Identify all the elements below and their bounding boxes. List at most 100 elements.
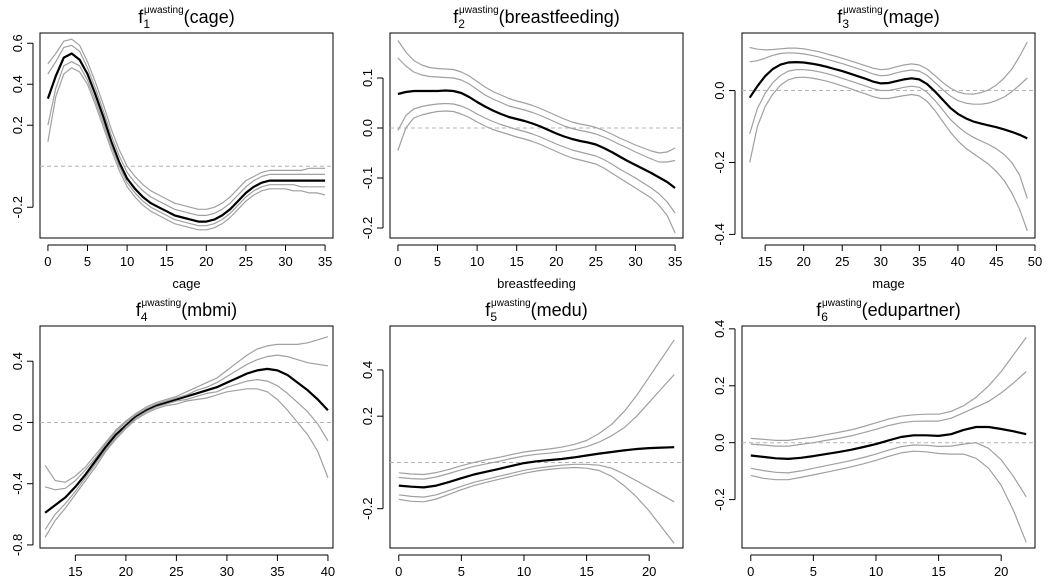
estimate-line xyxy=(398,446,675,489)
y-tick-label: 0.4 xyxy=(360,361,375,379)
y-tick-label: 0.4 xyxy=(712,320,727,338)
x-tick-label: 30 xyxy=(874,254,888,269)
x-tick-label: 40 xyxy=(951,254,965,269)
title-superscript: μwasting xyxy=(144,5,184,16)
y-tick-label: -0.2 xyxy=(360,497,375,519)
x-tick-label: 15 xyxy=(509,254,523,269)
estimate-line xyxy=(397,89,676,189)
title-superscript: μwasting xyxy=(491,298,531,309)
plot-frame xyxy=(389,32,684,239)
panel-title: f5μwasting(medu) xyxy=(485,298,587,324)
panel-3: 15 20 25 30 35 40 45 50 -0.4 -0.2 0.0 mage f3μwastin… xyxy=(712,5,1042,291)
credible-band-line-4 xyxy=(749,41,1028,95)
credible-band-line-2 xyxy=(398,463,675,503)
estimate-line xyxy=(750,425,1027,460)
x-tick-label: 30 xyxy=(628,254,642,269)
panel-title: f1μwasting(cage) xyxy=(138,5,234,31)
y-tick-label: 0.0 xyxy=(10,413,25,431)
x-tick-label: 10 xyxy=(120,254,134,269)
credible-band-line-3 xyxy=(397,57,676,163)
credible-band-line-3 xyxy=(749,52,1028,105)
y-tick-label: 0.0 xyxy=(712,434,727,452)
x-tick-label: 30 xyxy=(220,564,234,579)
y-tick-label: 0.2 xyxy=(360,407,375,425)
x-tick-label: 30 xyxy=(278,254,292,269)
title-subscript: 3 xyxy=(842,17,849,31)
x-tick-label: 0 xyxy=(44,254,51,269)
x-tick-label: 40 xyxy=(321,564,335,579)
estimate-line xyxy=(46,52,326,223)
x-tick-label: 10 xyxy=(517,564,531,579)
panel-2: 0 5 10 15 20 25 30 35 -0.2 -0.1 0.0 0.1 breastfeedin… xyxy=(360,5,684,291)
title-function-symbol: f xyxy=(837,7,843,27)
x-tick-label: 20 xyxy=(994,564,1008,579)
credible-band-line-4 xyxy=(750,337,1027,441)
title-function-symbol: f xyxy=(453,7,459,27)
y-tick-label: -0.4 xyxy=(10,472,25,494)
y-tick-label: 0.4 xyxy=(10,352,25,370)
plot-frame xyxy=(741,325,1036,549)
x-axis-label: breastfeeding xyxy=(497,276,576,291)
y-tick-label: 0.0 xyxy=(360,119,375,137)
x-axis-label: mage xyxy=(872,276,905,291)
credible-band-line-1 xyxy=(750,450,1027,543)
credible-band-line-1 xyxy=(397,110,676,234)
y-tick-label: 0.1 xyxy=(360,69,375,87)
y-tick-label: 0.4 xyxy=(10,75,25,93)
title-superscript: μwasting xyxy=(459,5,499,16)
x-tick-label: 25 xyxy=(589,254,603,269)
title-function-symbol: f xyxy=(485,300,491,320)
panel-title: f6μwasting(edupartner) xyxy=(816,298,960,324)
y-tick-label: -0.1 xyxy=(360,167,375,189)
x-tick-label: 0 xyxy=(747,564,754,579)
y-tick-label: -0.2 xyxy=(360,217,375,239)
title-argument: (mbmi) xyxy=(181,300,237,320)
credible-band-line-4 xyxy=(47,38,326,210)
x-tick-label: 15 xyxy=(68,564,82,579)
credible-band-line-3 xyxy=(47,44,326,216)
plot-frame xyxy=(741,32,1036,239)
credible-band-line-2 xyxy=(749,69,1028,199)
x-tick-label: 15 xyxy=(159,254,173,269)
x-tick-label: 15 xyxy=(931,564,945,579)
estimate-line xyxy=(748,61,1028,140)
credible-band-line-3 xyxy=(44,354,328,491)
x-tick-label: 35 xyxy=(668,254,682,269)
credible-band-line-2 xyxy=(397,102,676,214)
title-superscript: μwasting xyxy=(822,298,862,309)
y-tick-label: 0.0 xyxy=(712,82,727,100)
title-function-symbol: f xyxy=(136,300,142,320)
x-tick-label: 25 xyxy=(239,254,253,269)
panel-title: f4μwasting(mbmi) xyxy=(136,298,237,324)
y-tick-label: -0.2 xyxy=(712,488,727,510)
title-argument: (medu) xyxy=(531,300,588,320)
panel-title: f2μwasting(breastfeeding) xyxy=(453,5,619,31)
title-argument: (breastfeeding) xyxy=(499,7,620,27)
credible-band-line-1 xyxy=(398,466,675,544)
plot-frame xyxy=(389,325,684,549)
y-tick-label: -0.4 xyxy=(712,223,727,245)
x-tick-label: 20 xyxy=(199,254,213,269)
x-tick-label: 25 xyxy=(835,254,849,269)
credible-band-line-3 xyxy=(750,371,1027,447)
credible-band-line-2 xyxy=(750,442,1027,498)
x-tick-label: 10 xyxy=(470,254,484,269)
x-tick-label: 15 xyxy=(758,254,772,269)
x-tick-label: 50 xyxy=(1028,254,1042,269)
x-tick-label: 35 xyxy=(912,254,926,269)
panel-title: f3μwasting(mage) xyxy=(837,5,939,31)
title-argument: (mage) xyxy=(883,7,940,27)
x-tick-label: 35 xyxy=(270,564,284,579)
title-argument: (edupartner) xyxy=(862,300,961,320)
credible-band-line-2 xyxy=(44,379,329,530)
y-tick-label: -0.2 xyxy=(10,196,25,218)
x-tick-label: 15 xyxy=(579,564,593,579)
x-tick-label: 20 xyxy=(642,564,656,579)
y-tick-label: -0.2 xyxy=(712,151,727,173)
x-tick-label: 35 xyxy=(318,254,332,269)
title-function-symbol: f xyxy=(138,7,144,27)
x-tick-label: 5 xyxy=(434,254,441,269)
